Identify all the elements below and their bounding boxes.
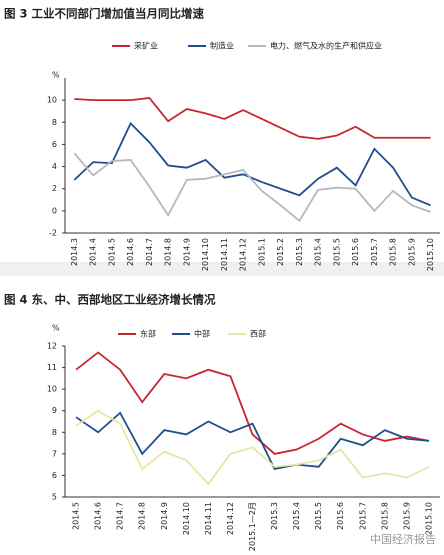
legend-label: 电力、燃气及水的生产和供应业 [270, 41, 382, 51]
x-tick-label: 2014.12 [239, 238, 248, 271]
y-tick-label: 7 [52, 449, 57, 458]
y-tick-label: 4 [52, 162, 57, 171]
x-tick-label: 2014.5 [72, 502, 81, 530]
x-tick-label: 2015.4 [314, 238, 323, 266]
legend-label: 采矿业 [134, 41, 158, 51]
series-line [75, 409, 430, 486]
x-tick-label: 2015.6 [336, 502, 345, 530]
x-tick-label: 2014.12 [226, 502, 235, 535]
legend-label: 中部 [194, 329, 210, 339]
x-tick-label: 2014.6 [126, 238, 135, 266]
chart-title: 图 3 工业不同部门增加值当月同比增速 [4, 7, 205, 21]
x-tick-label: 2015.7 [370, 238, 379, 266]
x-tick-label: 2015.9 [402, 502, 411, 530]
x-tick-label: 2015.3 [295, 238, 304, 266]
y-tick-label: 11 [47, 363, 57, 372]
x-tick-label: 2015.6 [351, 238, 360, 266]
legend-label: 东部 [140, 329, 156, 339]
watermark: 中国经济报告 [370, 532, 436, 546]
x-tick-label: 2014.5 [107, 238, 116, 266]
y-tick-label: 10 [47, 96, 57, 105]
x-tick-label: 2015.7 [358, 502, 367, 530]
x-tick-label: 2014.11 [204, 502, 213, 535]
series-line [73, 121, 431, 207]
x-tick-label: 2014.8 [164, 238, 173, 266]
x-tick-label: 2014.9 [160, 502, 169, 530]
x-tick-label: 2015.10 [426, 238, 435, 271]
series-line [75, 351, 430, 455]
x-tick-label: 2015.3 [270, 502, 279, 530]
x-tick-label: 2014.9 [182, 238, 191, 266]
x-tick-label: 2015.4 [292, 502, 301, 530]
x-tick-label: 2015.8 [380, 502, 389, 530]
legend-label: 西部 [250, 329, 266, 339]
x-tick-label: 2014.3 [70, 238, 79, 266]
x-tick-label: 2015.5 [314, 502, 323, 530]
y-tick-label: 10 [47, 385, 57, 394]
y-tick-label: 9 [52, 406, 57, 415]
y-tick-label: 5 [52, 493, 57, 502]
y-tick-label: -2 [49, 229, 57, 238]
x-tick-label: 2014.4 [89, 238, 98, 266]
x-tick-label: 2015.2 [276, 238, 285, 266]
y-tick-label: 2 [52, 184, 57, 193]
x-tick-label: 2015.10 [424, 502, 433, 535]
y-tick-label: 8 [52, 428, 57, 437]
x-tick-label: 2014.7 [145, 238, 154, 266]
y-tick-label: 6 [52, 140, 57, 149]
x-tick-label: 2014.8 [138, 502, 147, 530]
x-tick-label: 2014.10 [201, 238, 210, 271]
x-tick-label: 2014.10 [182, 502, 191, 535]
x-tick-label: 2014.6 [94, 502, 103, 530]
series-line [75, 411, 430, 470]
x-tick-label: 2015.9 [407, 238, 416, 266]
x-tick-label: 2015.8 [389, 238, 398, 266]
x-tick-label: 2014.7 [116, 502, 125, 530]
y-axis-label: % [52, 324, 60, 333]
series-line [74, 96, 431, 140]
series-line [73, 152, 431, 223]
x-tick-label: 2015.5 [332, 238, 341, 266]
y-axis-label: % [52, 71, 60, 80]
y-tick-label: 0 [52, 206, 57, 215]
y-tick-label: 8 [52, 118, 57, 127]
legend-label: 制造业 [210, 41, 234, 51]
separator [0, 262, 444, 276]
y-tick-label: 6 [52, 471, 57, 480]
x-tick-label: 2015.1 [257, 238, 266, 266]
x-tick-label: 2014.11 [220, 238, 229, 271]
chart-title: 图 4 东、中、西部地区工业经济增长情况 [4, 293, 216, 307]
x-tick-label: 2015.1—2月 [248, 502, 257, 551]
y-tick-label: 12 [47, 342, 57, 351]
